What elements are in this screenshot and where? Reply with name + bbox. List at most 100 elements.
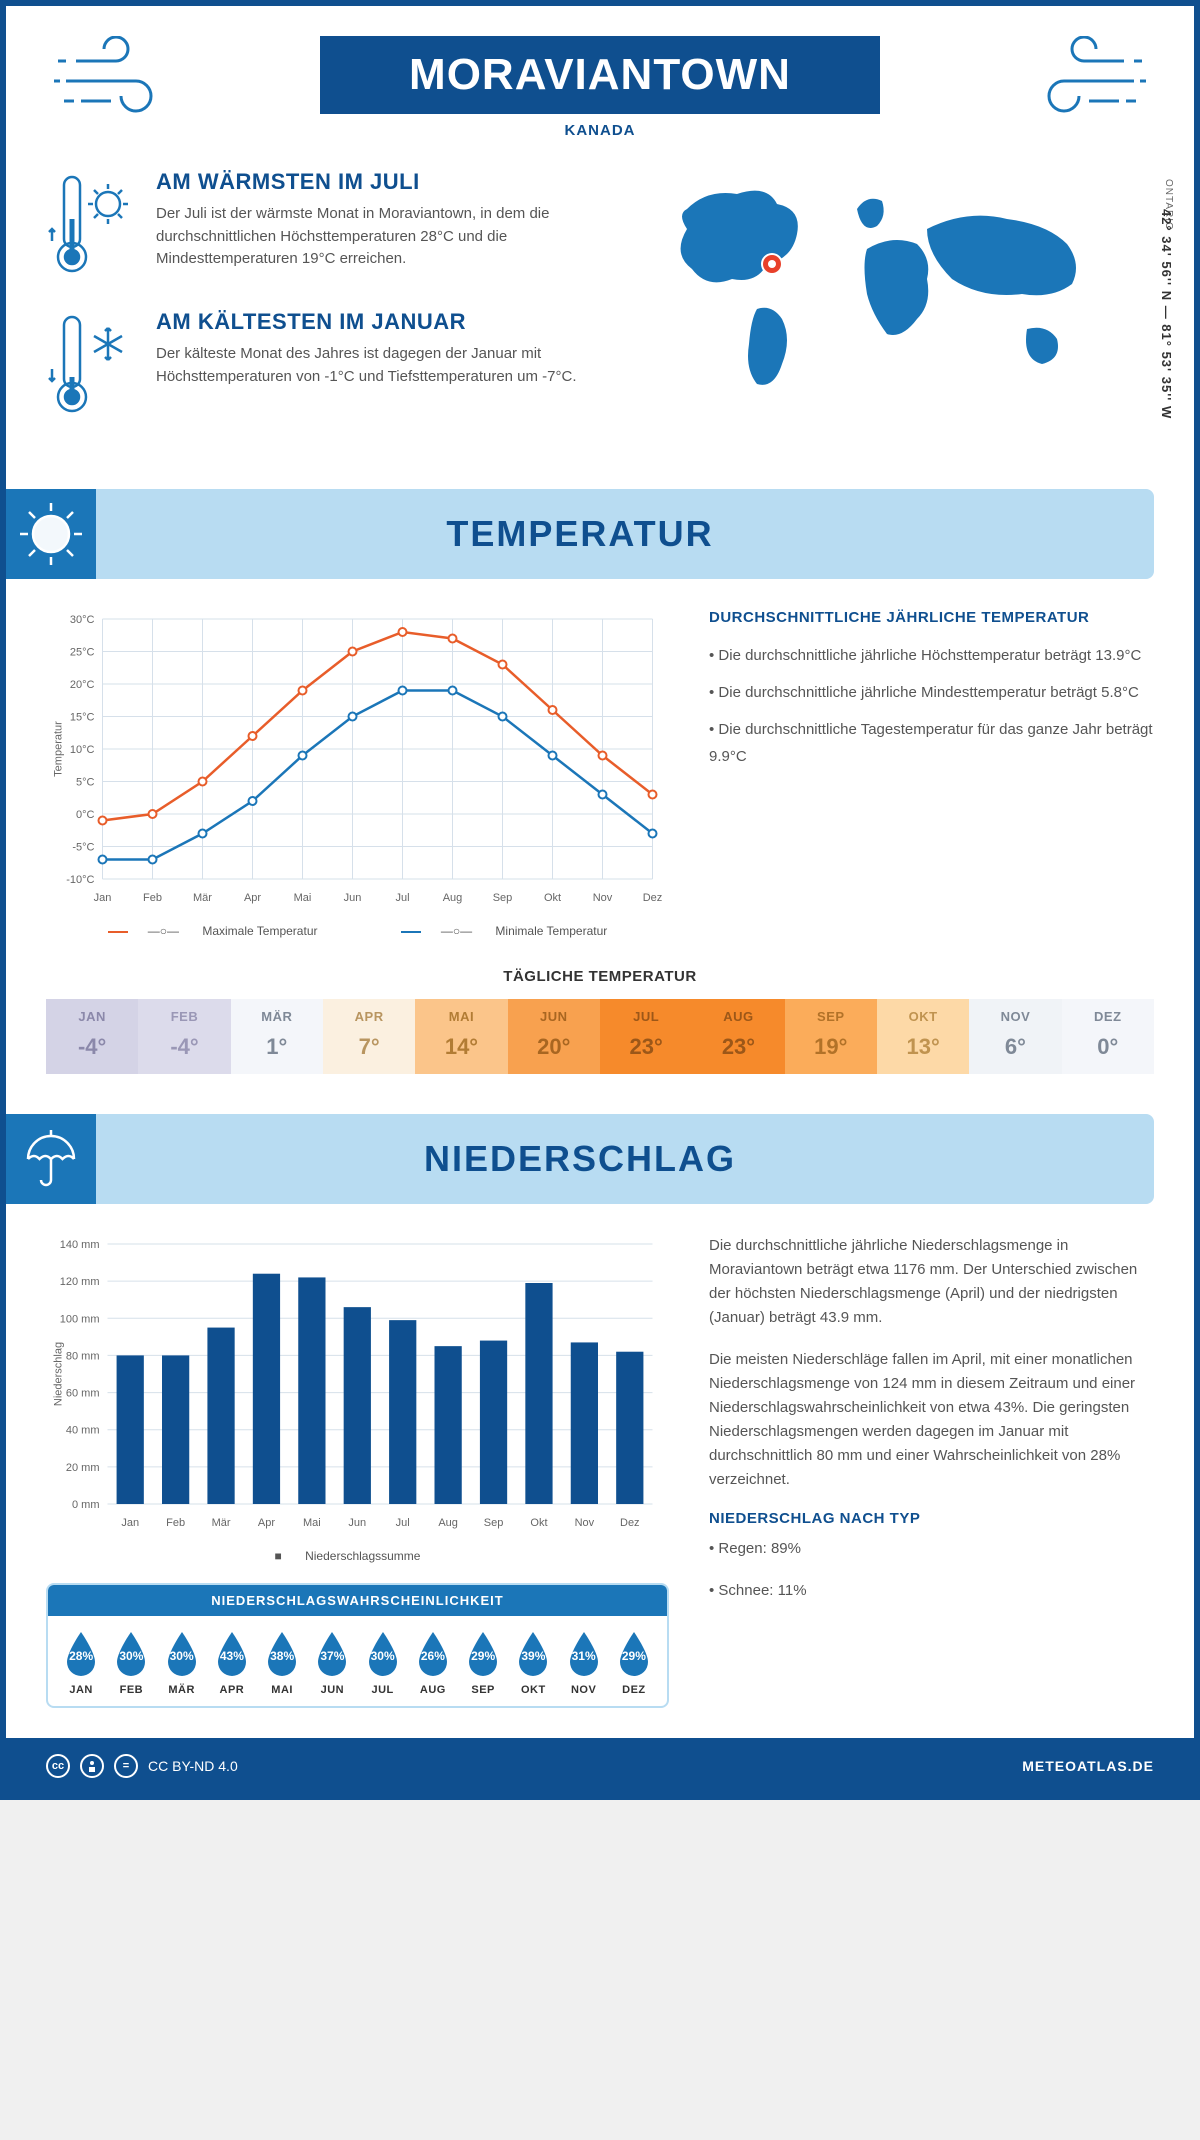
temperature-title: TEMPERATUR <box>136 513 1154 555</box>
svg-text:Feb: Feb <box>143 892 162 904</box>
svg-text:80 mm: 80 mm <box>66 1350 100 1362</box>
precipitation-left: 0 mm20 mm40 mm60 mm80 mm100 mm120 mm140 … <box>46 1234 669 1708</box>
svg-text:10°C: 10°C <box>70 744 95 756</box>
svg-text:Jan: Jan <box>121 1517 139 1529</box>
probability-cell: 43% APR <box>207 1630 257 1696</box>
by-icon <box>80 1754 104 1778</box>
overview: AM WÄRMSTEN IM JULI Der Juli ist der wär… <box>46 169 1154 449</box>
svg-text:Apr: Apr <box>258 1517 275 1529</box>
temperature-line-chart: -10°C-5°C0°C5°C10°C15°C20°C25°C30°CJanFe… <box>46 609 669 938</box>
raindrop-icon: 30% <box>111 1630 151 1678</box>
svg-text:Sep: Sep <box>493 892 513 904</box>
svg-text:Jun: Jun <box>344 892 362 904</box>
warmest-text: AM WÄRMSTEN IM JULI Der Juli ist der wär… <box>156 169 580 279</box>
svg-text:Temperatur: Temperatur <box>53 721 65 777</box>
daily-temp-cell: OKT13° <box>877 999 969 1074</box>
cc-icon: cc <box>46 1754 70 1778</box>
daily-temp-cell: NOV6° <box>969 999 1061 1074</box>
probability-cell: 30% MÄR <box>157 1630 207 1696</box>
probability-cell: 31% NOV <box>559 1630 609 1696</box>
coldest-text: AM KÄLTESTEN IM JANUAR Der kälteste Mona… <box>156 309 580 419</box>
precipitation-title: NIEDERSCHLAG <box>136 1138 1154 1180</box>
warmest-block: AM WÄRMSTEN IM JULI Der Juli ist der wär… <box>46 169 580 279</box>
world-map-icon <box>620 169 1154 424</box>
warmest-desc: Der Juli ist der wärmste Monat in Moravi… <box>156 203 580 271</box>
svg-text:20°C: 20°C <box>70 679 95 691</box>
svg-text:Aug: Aug <box>438 1517 458 1529</box>
warmest-title: AM WÄRMSTEN IM JULI <box>156 169 580 195</box>
probability-box: NIEDERSCHLAGSWAHRSCHEINLICHKEIT 28% JAN … <box>46 1583 669 1708</box>
svg-text:Jul: Jul <box>395 892 409 904</box>
daily-temp-cell: JAN-4° <box>46 999 138 1074</box>
temperature-section-header: TEMPERATUR <box>6 489 1154 579</box>
probability-cell: 30% FEB <box>106 1630 156 1696</box>
precip-para-1: Die durchschnittliche jährliche Niedersc… <box>709 1234 1154 1330</box>
temp-bullet-2: • Die durchschnittliche jährliche Mindes… <box>709 679 1154 706</box>
overview-text: AM WÄRMSTEN IM JULI Der Juli ist der wär… <box>46 169 580 449</box>
svg-text:Nov: Nov <box>575 1517 595 1529</box>
thermometer-hot-icon <box>46 169 136 279</box>
probability-cell: 30% JUL <box>358 1630 408 1696</box>
daily-temp-cell: AUG23° <box>692 999 784 1074</box>
svg-text:5°C: 5°C <box>76 777 95 789</box>
legend-max-label: Maximale Temperatur <box>202 924 317 938</box>
raindrop-icon: 28% <box>61 1630 101 1678</box>
thermometer-cold-icon <box>46 309 136 419</box>
precipitation-text: Die durchschnittliche jährliche Niedersc… <box>709 1234 1154 1708</box>
precipitation-section-header: NIEDERSCHLAG <box>6 1114 1154 1204</box>
probability-cell: 29% DEZ <box>609 1630 659 1696</box>
precip-rain: • Regen: 89% <box>709 1537 1154 1561</box>
temp-bullet-1: • Die durchschnittliche jährliche Höchst… <box>709 642 1154 669</box>
svg-text:-5°C: -5°C <box>72 842 94 854</box>
svg-text:Okt: Okt <box>530 1517 547 1529</box>
svg-text:Apr: Apr <box>244 892 261 904</box>
precip-legend-label: Niederschlagssumme <box>305 1549 420 1563</box>
svg-text:40 mm: 40 mm <box>66 1425 100 1437</box>
daily-temp-title: TÄGLICHE TEMPERATUR <box>46 968 1154 985</box>
svg-text:Nov: Nov <box>593 892 613 904</box>
daily-temp-cell: DEZ0° <box>1062 999 1154 1074</box>
title-banner: MORAVIANTOWN <box>320 36 880 114</box>
precip-chart-legend: ■ Niederschlagssumme <box>46 1549 669 1563</box>
footer-site: METEOATLAS.DE <box>1022 1758 1154 1774</box>
probability-cell: 29% SEP <box>458 1630 508 1696</box>
legend-min-label: Minimale Temperatur <box>495 924 607 938</box>
svg-text:Jul: Jul <box>396 1517 410 1529</box>
wind-icon <box>1014 36 1154 136</box>
raindrop-icon: 29% <box>463 1630 503 1678</box>
raindrop-icon: 30% <box>162 1630 202 1678</box>
raindrop-icon: 29% <box>614 1630 654 1678</box>
raindrop-icon: 30% <box>363 1630 403 1678</box>
coldest-title: AM KÄLTESTEN IM JANUAR <box>156 309 580 335</box>
probability-row: 28% JAN 30% FEB 30% MÄR 43% APR 38% MAI … <box>48 1616 667 1706</box>
probability-cell: 39% OKT <box>508 1630 558 1696</box>
precip-type-title: NIEDERSCHLAG NACH TYP <box>709 1510 1154 1527</box>
svg-text:15°C: 15°C <box>70 712 95 724</box>
svg-text:120 mm: 120 mm <box>60 1276 100 1288</box>
svg-text:0 mm: 0 mm <box>72 1499 100 1511</box>
precipitation-body: 0 mm20 mm40 mm60 mm80 mm100 mm120 mm140 … <box>46 1234 1154 1708</box>
svg-text:Aug: Aug <box>443 892 463 904</box>
footer: cc = CC BY-ND 4.0 METEOATLAS.DE <box>6 1738 1194 1794</box>
svg-text:Feb: Feb <box>166 1517 185 1529</box>
svg-text:Sep: Sep <box>484 1517 504 1529</box>
probability-cell: 37% JUN <box>307 1630 357 1696</box>
svg-text:Niederschlag: Niederschlag <box>53 1342 65 1406</box>
daily-temp-cell: MÄR1° <box>231 999 323 1074</box>
precip-snow: • Schnee: 11% <box>709 1579 1154 1603</box>
daily-temp-cell: FEB-4° <box>138 999 230 1074</box>
probability-title: NIEDERSCHLAGSWAHRSCHEINLICHKEIT <box>48 1585 667 1616</box>
header: MORAVIANTOWN KANADA <box>46 36 1154 139</box>
temperature-info: DURCHSCHNITTLICHE JÄHRLICHE TEMPERATUR •… <box>709 609 1154 938</box>
svg-text:0°C: 0°C <box>76 809 95 821</box>
city-title: MORAVIANTOWN <box>380 50 820 100</box>
svg-text:Dez: Dez <box>620 1517 640 1529</box>
svg-text:-10°C: -10°C <box>66 874 94 886</box>
svg-text:100 mm: 100 mm <box>60 1313 100 1325</box>
svg-text:Okt: Okt <box>544 892 561 904</box>
svg-text:Jan: Jan <box>94 892 112 904</box>
svg-text:Mär: Mär <box>193 892 212 904</box>
svg-text:Mai: Mai <box>303 1517 321 1529</box>
svg-text:140 mm: 140 mm <box>60 1239 100 1251</box>
svg-text:Mär: Mär <box>212 1517 231 1529</box>
